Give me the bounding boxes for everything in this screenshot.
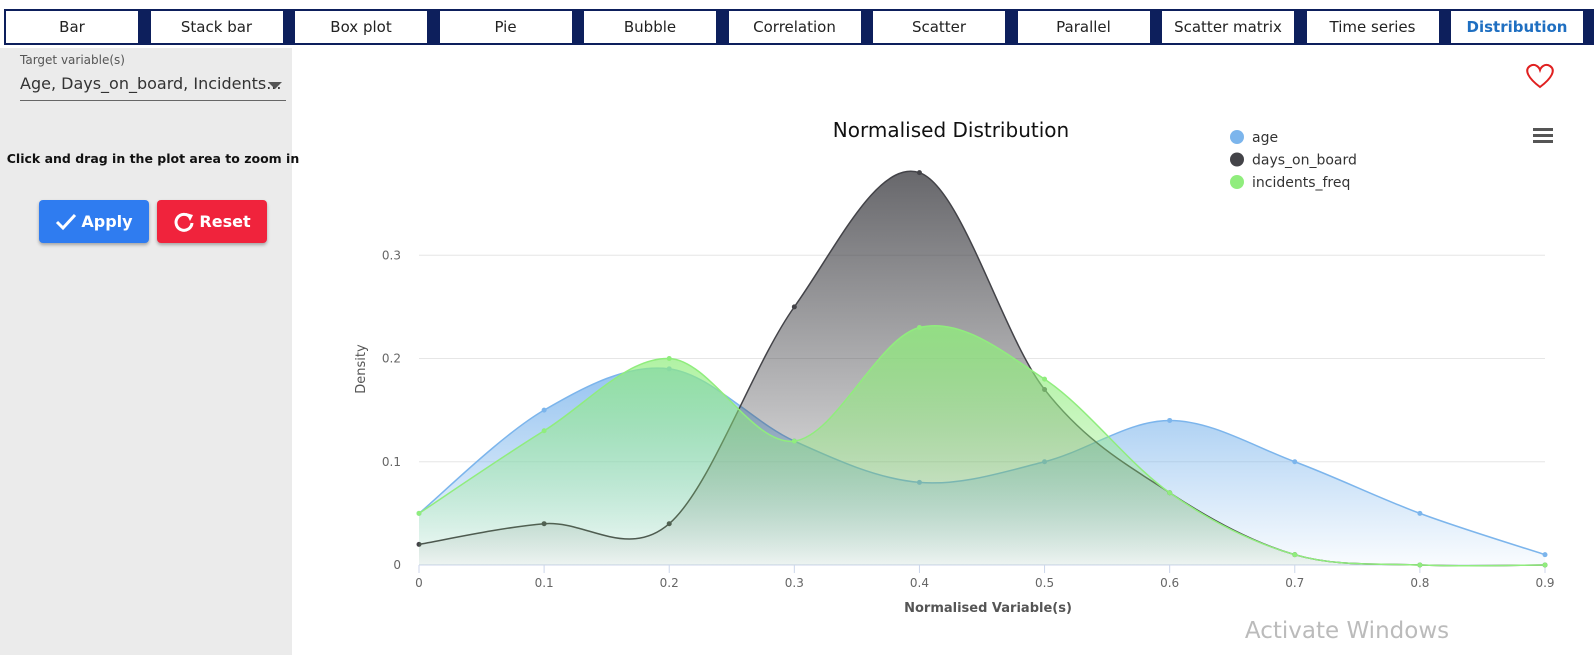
tab[interactable]: Distribution	[1451, 11, 1583, 43]
sidebar: Target variable(s) Age, Days_on_board, I…	[0, 48, 299, 655]
tab[interactable]: Scatter matrix	[1162, 11, 1294, 43]
y-axis-title: Density	[354, 344, 369, 394]
x-tick-label: 0.9	[1535, 576, 1554, 590]
target-value: Age, Days_on_board, Incidents...	[20, 74, 282, 93]
dropdown-arrow	[268, 82, 282, 89]
tab[interactable]: Parallel	[1017, 11, 1150, 43]
tab[interactable]: Bubble	[584, 11, 716, 43]
watermark: Activate Windows	[1245, 618, 1449, 644]
point	[541, 428, 547, 434]
point	[1167, 490, 1173, 496]
tab[interactable]: Correlation	[728, 11, 861, 43]
point	[791, 304, 797, 310]
point	[1292, 552, 1298, 558]
point	[1042, 376, 1048, 382]
point	[1542, 562, 1548, 568]
point	[1167, 417, 1173, 423]
target-label: Target variable(s)	[20, 53, 125, 67]
y-tick-label: 0.1	[382, 455, 401, 469]
tab[interactable]: Stack bar	[150, 11, 283, 43]
check-icon	[56, 213, 77, 230]
x-tick-label: 0.4	[910, 576, 929, 590]
y-tick-label: 0.2	[382, 352, 401, 366]
x-tick-label: 0.1	[535, 576, 554, 590]
tab-bar: Bar Stack bar Box plot Pie Bubble Correlation…	[4, 9, 1594, 45]
point	[1542, 552, 1548, 558]
point	[916, 325, 922, 331]
area	[419, 325, 1545, 566]
point	[1292, 459, 1298, 465]
tab[interactable]: Scatter	[873, 11, 1005, 43]
tab[interactable]: Pie	[439, 11, 572, 43]
x-tick-label: 0.5	[1035, 576, 1054, 590]
favorite-icon[interactable]	[1526, 63, 1554, 89]
x-tick-label: 0	[415, 576, 423, 590]
reset-icon	[174, 212, 194, 232]
x-axis-title: Normalised Variable(s)	[904, 601, 1072, 616]
point	[666, 356, 672, 361]
apply-label: Apply	[81, 212, 133, 231]
tab[interactable]: Box plot	[295, 11, 427, 43]
y-tick-label: 0	[393, 558, 401, 572]
point	[416, 510, 422, 516]
zoom-hint: Click and drag in the plot area to zoom …	[6, 151, 300, 166]
point	[916, 170, 922, 176]
target-select[interactable]: Age, Days_on_board, Incidents...	[20, 74, 286, 101]
legend-label: incidents_freq	[1252, 175, 1350, 191]
legend-marker	[1230, 175, 1244, 189]
y-tick-label: 0.3	[382, 248, 401, 262]
reset-label: Reset	[199, 212, 251, 231]
tab[interactable]: Time series	[1306, 11, 1439, 43]
chart-title: Normalised Distribution	[833, 118, 1069, 142]
legend-label: days_on_board	[1252, 153, 1357, 169]
legend-marker	[1230, 130, 1244, 144]
legend-label: age	[1252, 130, 1278, 146]
point	[541, 407, 547, 413]
line	[418, 324, 1546, 567]
legend-marker	[1230, 152, 1244, 167]
x-tick-label: 0.3	[785, 576, 804, 590]
point	[1417, 510, 1423, 516]
x-tick-label: 0.2	[660, 576, 679, 590]
point	[791, 438, 797, 444]
x-tick-label: 0.6	[1160, 576, 1179, 590]
apply-button[interactable]: Apply	[39, 200, 149, 243]
x-tick-label: 0.7	[1285, 576, 1304, 590]
point	[1417, 562, 1423, 568]
x-tick-label: 0.8	[1410, 576, 1429, 590]
menu-icon[interactable]	[1533, 128, 1553, 143]
reset-button[interactable]: Reset	[157, 200, 267, 243]
tab[interactable]: Bar	[6, 11, 138, 43]
